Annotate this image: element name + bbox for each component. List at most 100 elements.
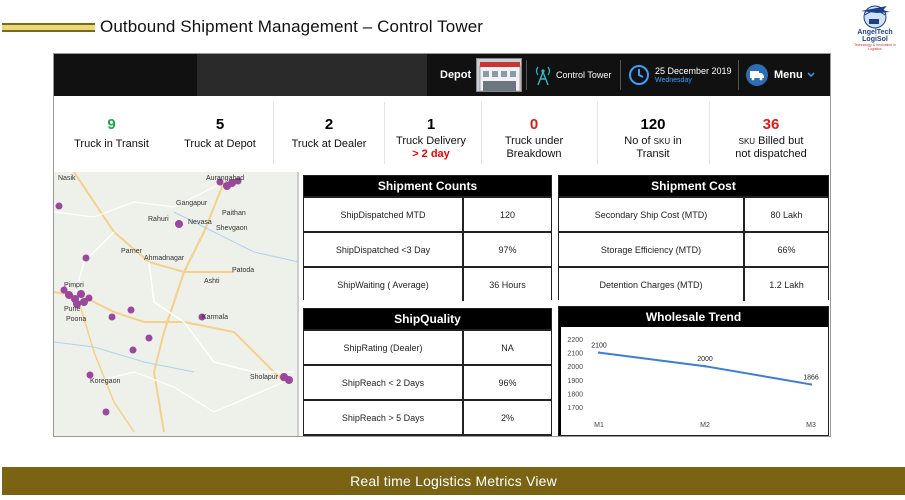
kpi-truck-under-breakdown[interactable]: 0 Truck under Breakdown — [484, 96, 584, 170]
metric-label: ShipWaiting ( Average) — [304, 268, 464, 301]
table-row[interactable]: ShipRating (Dealer) NA — [304, 329, 551, 364]
table-row[interactable]: ShipReach < 2 Days 96% — [304, 364, 551, 399]
menu-button[interactable]: Menu — [745, 54, 816, 96]
metric-value: 1.2 Lakh — [769, 279, 804, 290]
kpi-value: 0 — [529, 116, 539, 133]
data-label: 2100 — [591, 343, 607, 350]
kpi-value: 2 — [324, 116, 334, 133]
metric-value: NA — [501, 342, 514, 353]
kpi-value: 36 — [762, 116, 780, 133]
nav-dark-band — [197, 54, 427, 96]
kpi-label-line2: Breakdown — [506, 148, 562, 160]
menu-label: Menu — [774, 69, 803, 81]
data-point — [597, 351, 601, 354]
metric-label: Storage Efficiency (MTD) — [559, 233, 745, 266]
kpi-truck-in-transit[interactable]: 9 Truck in Transit — [54, 96, 169, 170]
shipment-counts-table: Shipment Counts ShipDispatched MTD 120 S… — [303, 175, 552, 301]
x-tick-label: M2 — [700, 422, 710, 429]
kpi-label-part: in — [673, 135, 682, 147]
dashboard: Depot — [53, 53, 831, 437]
map-label-ashti: Ashti — [204, 278, 220, 285]
truck-icon — [746, 64, 768, 86]
metric-value: 80 Lakh — [770, 209, 803, 220]
map-label-poona: Poona — [66, 316, 87, 323]
table-row[interactable]: ShipWaiting ( Average) 36 Hours — [304, 266, 551, 301]
nav-separator — [620, 60, 621, 90]
kpi-label: Truck in Transit — [74, 138, 149, 150]
y-tick-label: 2100 — [567, 351, 583, 358]
table-row[interactable]: ShipDispatched <3 Day 97% — [304, 231, 551, 266]
clock-icon — [629, 65, 649, 85]
nav-separator — [738, 60, 739, 90]
map-label-gangapur: Gangapur — [176, 200, 208, 207]
table-row[interactable]: Storage Efficiency (MTD) 66% — [559, 231, 828, 266]
footer-banner: Real time Logistics Metrics View — [2, 467, 905, 495]
line-chart-svg: 2200 2100 2000 1900 1800 1700 2100 M1 2000 M2 1866… — [567, 337, 819, 429]
kpi-label-part: Billed but — [758, 135, 804, 147]
table-title: Shipment Counts — [304, 176, 551, 196]
kpi-value: 9 — [107, 116, 116, 133]
kpi-divider — [481, 102, 482, 164]
map-label-nasik: Nasik — [58, 175, 76, 182]
kpi-divider — [273, 102, 274, 164]
map-label-paithan: Paithan — [222, 210, 246, 217]
kpi-truck-delivery[interactable]: 1 Truck Delivery > 2 day — [386, 96, 476, 170]
kpi-divider — [384, 102, 385, 164]
metric-label: ShipRating (Dealer) — [304, 331, 464, 364]
map-label-parner: Parner — [121, 248, 143, 255]
kpi-label: No of SKU in — [600, 135, 706, 148]
page-title: Outbound Shipment Management – Control T… — [100, 17, 484, 36]
metric-value: 97% — [498, 244, 517, 255]
map-label-koregaon: Koregaon — [90, 378, 121, 385]
current-day: Wednesday — [655, 77, 692, 84]
title-bar: Outbound Shipment Management – Control T… — [0, 14, 483, 40]
x-tick-label: M1 — [594, 422, 604, 429]
kpi-label: Truck at Dealer — [291, 138, 367, 150]
depot-selector[interactable]: Depot — [440, 54, 523, 96]
data-label: 2000 — [697, 356, 713, 363]
kpi-label: Truck at Depot — [184, 138, 256, 150]
kpi-truck-at-dealer[interactable]: 2 Truck at Dealer — [276, 96, 382, 170]
kpi-sku-billed-not-dispatched[interactable]: 36 SKU Billed but not dispatched — [711, 96, 830, 170]
kpi-label-sku: SKU — [653, 137, 671, 146]
kpi-label-line2: Transit — [636, 148, 670, 160]
map-label-shevgaon: Shevgaon — [216, 225, 248, 232]
table-row[interactable]: ShipDispatched MTD 120 — [304, 196, 551, 231]
map-label-sholapur: Sholapur — [250, 374, 279, 381]
table-row[interactable]: ShipReach > 5 Days 2% — [304, 399, 551, 434]
shipment-map[interactable]: Nasik Aurangabad Gangapur Paithan Rahuri… — [54, 172, 299, 436]
table-row[interactable]: Detention Charges (MTD) 1.2 Lakh — [559, 266, 828, 301]
kpi-value: 1 — [426, 116, 436, 133]
wholesale-trend-chart[interactable]: 2200 2100 2000 1900 1800 1700 2100 M1 2000 M2 1866… — [561, 327, 828, 435]
logo-tagline: Technology & Innovation in Logistics — [854, 43, 896, 51]
data-point — [703, 365, 707, 368]
map-label-pimpri: Pimpri — [64, 282, 84, 289]
control-tower-link[interactable]: Control Tower — [534, 54, 611, 96]
control-tower-label: Control Tower — [556, 70, 612, 80]
metric-label: ShipDispatched <3 Day — [304, 233, 464, 266]
shipment-markers — [55, 177, 293, 416]
kpi-truck-at-depot[interactable]: 5 Truck at Depot — [171, 96, 269, 170]
globe-plane-icon — [861, 5, 890, 29]
map-label-ahmadnagar: Ahmadnagar — [144, 255, 185, 262]
y-tick-label: 1900 — [567, 378, 583, 385]
kpi-sku-in-transit[interactable]: 120 No of SKU in Transit — [600, 96, 706, 170]
chart-title: Wholesale Trend — [559, 307, 828, 327]
metric-value: 2% — [500, 412, 514, 423]
date-display: 25 December 2019 Wednesday — [628, 54, 732, 96]
map-label-aurangabad: Aurangabad — [206, 175, 245, 182]
kpi-label-line2: not dispatched — [735, 148, 807, 160]
map-label-karmala: Karmala — [202, 314, 229, 321]
kpi-value: 120 — [640, 116, 666, 133]
map-label-patoda: Patoda — [232, 267, 255, 274]
kpi-label: Truck Delivery — [396, 135, 466, 147]
kpi-label: SKU Billed but — [711, 135, 830, 148]
x-tick-label: M3 — [806, 422, 816, 429]
logo-text: AngelTech LogiSol — [857, 29, 893, 43]
map-label-rahuri: Rahuri — [148, 216, 169, 223]
data-label: 1866 — [803, 374, 819, 381]
ship-quality-table: ShipQuality ShipRating (Dealer) NA ShipR… — [303, 308, 552, 436]
current-date: 25 December 2019 — [655, 66, 732, 76]
table-row[interactable]: Secondary Ship Cost (MTD) 80 Lakh — [559, 196, 828, 231]
